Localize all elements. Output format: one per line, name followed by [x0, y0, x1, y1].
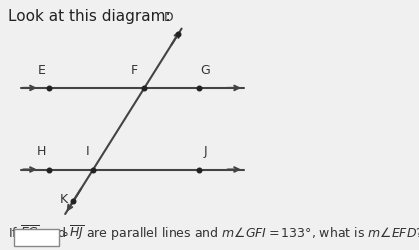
Text: G: G	[201, 64, 210, 77]
Text: E: E	[37, 64, 45, 77]
Text: Look at this diagram:: Look at this diagram:	[8, 9, 171, 24]
FancyBboxPatch shape	[14, 229, 59, 246]
Text: H: H	[36, 146, 46, 158]
Text: If $\overline{EG}$ and $\overline{HJ}$ are parallel lines and $m\angle GFI = 133: If $\overline{EG}$ and $\overline{HJ}$ a…	[8, 224, 419, 243]
Text: F: F	[131, 64, 138, 77]
Text: K: K	[59, 193, 68, 206]
Text: J: J	[204, 146, 207, 158]
Text: °: °	[62, 232, 69, 246]
Text: D: D	[164, 11, 173, 24]
Text: I: I	[85, 146, 89, 158]
